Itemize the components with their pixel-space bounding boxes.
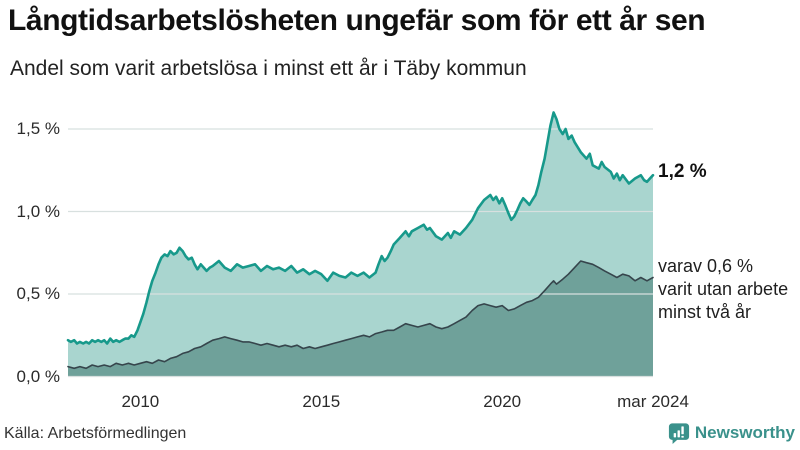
y-tick-0: 0,0 %: [16, 366, 60, 386]
series-1-line: [67, 260, 654, 370]
annotation-two-year-series: varav 0,6 % varit utan arbete minst två …: [658, 256, 789, 322]
newsworthy-bubble-chart-icon: [668, 423, 689, 444]
x-tick-0: 2010: [121, 392, 160, 411]
newsworthy-logo: Newsworthy: [668, 421, 795, 445]
series-0-line: [66, 111, 655, 345]
series-1-area: [68, 261, 653, 377]
x-tick-2: 2020: [483, 392, 522, 411]
page-title: Långtidsarbetslösheten ungefär som för e…: [8, 4, 706, 37]
y-tick-2: 1,0 %: [16, 201, 60, 221]
y-tick-3: 1,5 %: [16, 119, 60, 139]
x-tick-1: 2015: [302, 392, 341, 411]
y-tick-1: 0,5 %: [16, 284, 60, 303]
gridlines: [68, 128, 653, 378]
newsworthy-wordmark: Newsworthy: [694, 423, 795, 442]
source-credit: Källa: Arbetsförmedlingen: [4, 425, 187, 442]
annotation-last-value: 1,2 %: [658, 161, 707, 182]
x-tick-3: mar 2024: [617, 392, 689, 411]
page-subtitle: Andel som varit arbetslösa i minst ett å…: [10, 57, 527, 80]
